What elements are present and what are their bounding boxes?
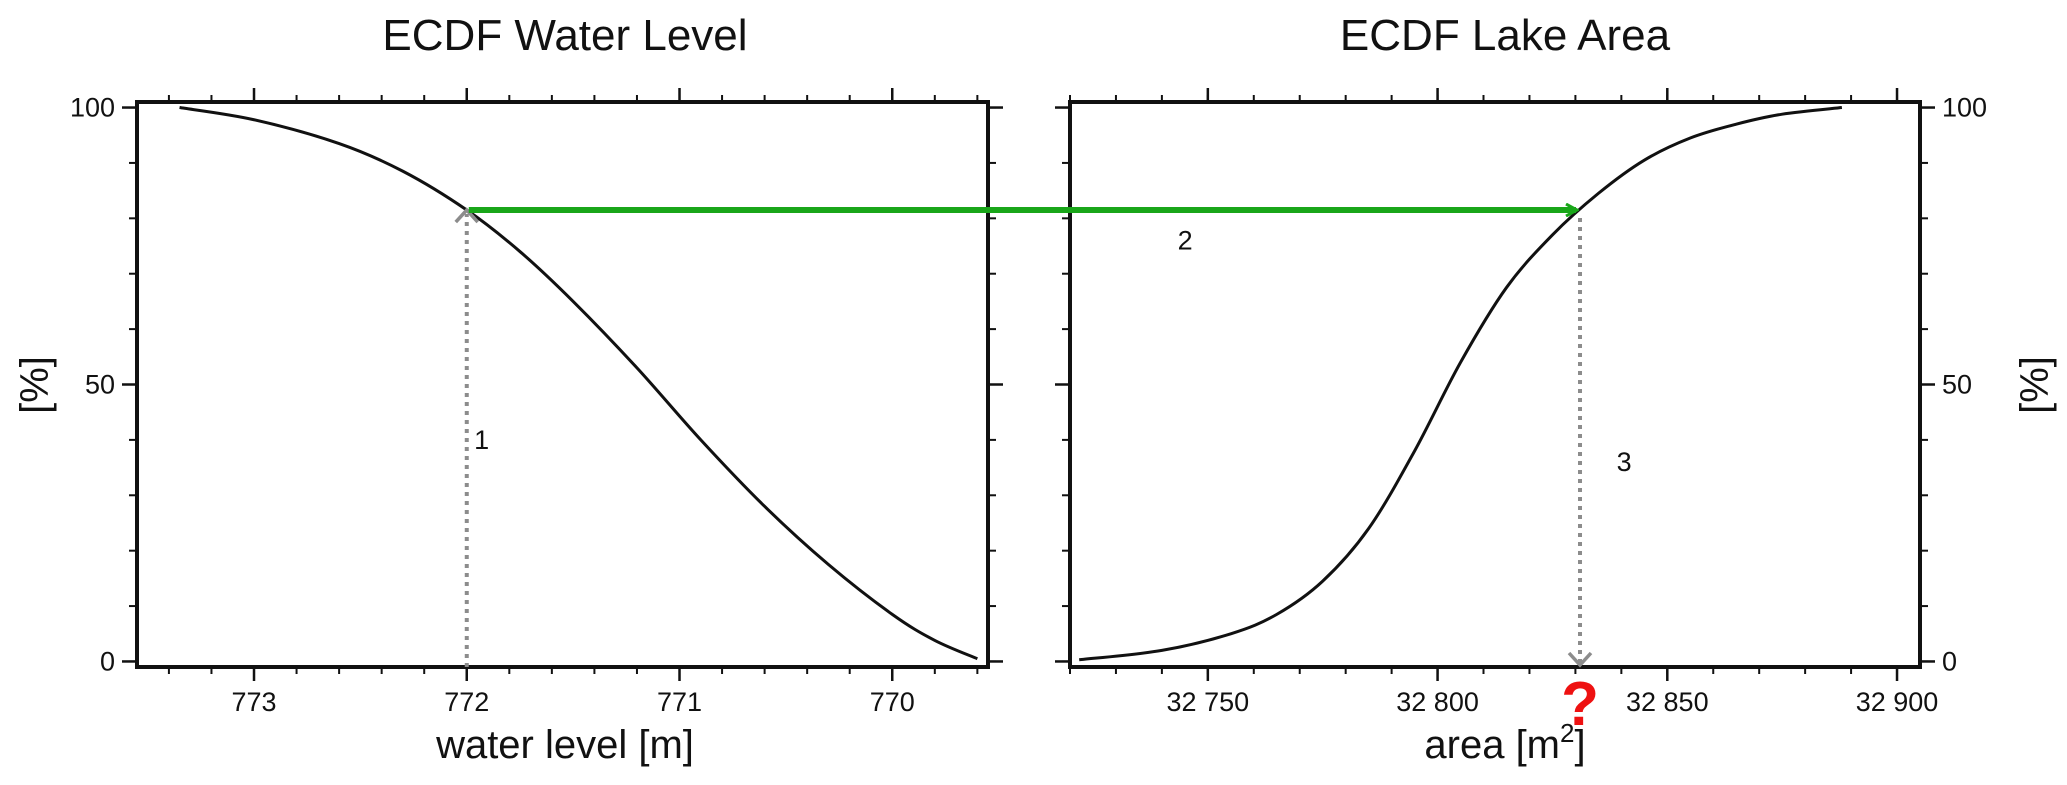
x-axis-label-main: area [m	[1424, 723, 1560, 767]
x-tick-label: 772	[444, 687, 489, 717]
ecdf-curve	[1079, 106, 1843, 662]
arrowhead-up	[454, 207, 480, 224]
x-axis-label: area [m2]	[1424, 718, 1585, 767]
plot-area	[1055, 88, 1935, 681]
x-tick-label: 771	[657, 687, 702, 717]
chart-lake-area: ECDF Lake Area 32 750 32 800 32 850 32 900 …	[1055, 11, 2057, 767]
plot-area	[122, 88, 1003, 681]
annotation-label-3: 3	[1617, 447, 1632, 477]
y-tick-label: 0	[1942, 646, 1957, 676]
x-tick-label: 773	[231, 687, 276, 717]
y-axis-label: [%]	[13, 356, 57, 414]
annotation-label-1: 1	[474, 425, 489, 455]
chart-title: ECDF Water Level	[382, 11, 747, 60]
x-tick-label: 770	[870, 687, 915, 717]
x-tick-labels: 773 772 771 770	[231, 687, 914, 717]
y-tick-label: 50	[85, 370, 115, 400]
y-tick-label: 100	[1942, 93, 1987, 123]
y-tick-labels: 0 50 100	[70, 93, 115, 677]
y-tick-label: 50	[1942, 370, 1972, 400]
x-tick-label: 32 900	[1856, 687, 1939, 717]
x-tick-label: 32 850	[1626, 687, 1709, 717]
x-axis-label-end: ]	[1574, 723, 1585, 767]
chart-title: ECDF Lake Area	[1340, 11, 1671, 60]
x-axis-label-superscript: 2	[1560, 718, 1574, 748]
x-tick-label: 32 800	[1396, 687, 1479, 717]
x-tick-labels: 32 750 32 800 32 850 32 900	[1167, 687, 1939, 717]
y-axis-label: [%]	[2013, 356, 2057, 414]
plot-frame	[135, 100, 990, 669]
question-mark: ?	[1561, 670, 1599, 739]
x-tick-label: 32 750	[1167, 687, 1250, 717]
arrowhead-down	[1567, 651, 1593, 668]
y-tick-labels: 0 50 100	[1942, 93, 1987, 677]
annotation-label-2: 2	[1178, 225, 1193, 255]
x-axis-label: water level [m]	[435, 723, 694, 767]
y-tick-label: 100	[70, 93, 115, 123]
y-tick-label: 0	[100, 646, 115, 676]
plot-frame	[1068, 100, 1922, 669]
chart-water-level: ECDF Water Level 773 772 771 770 0 50 100 wat…	[13, 11, 1003, 767]
ecdf-curve	[179, 106, 978, 661]
